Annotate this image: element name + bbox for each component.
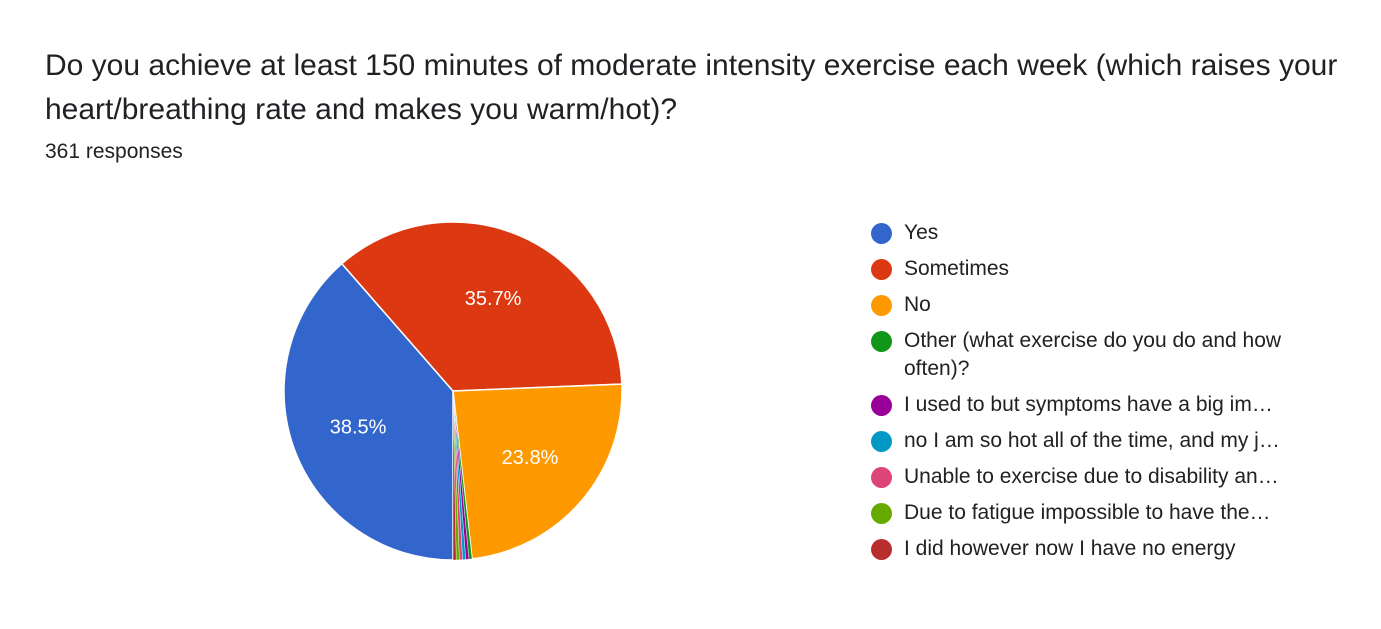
pie-slice-8[interactable] bbox=[452, 390, 457, 561]
legend-item-7[interactable]: Due to fatigue impossible to have the… bbox=[871, 499, 1341, 527]
legend-swatch-7 bbox=[871, 503, 892, 524]
legend-label-4: I used to but symptoms have a big im… bbox=[904, 393, 1273, 416]
legend-label-8: I did however now I have no energy bbox=[904, 537, 1236, 560]
legend-swatch-8 bbox=[871, 539, 892, 560]
legend-label-1: Sometimes bbox=[904, 257, 1010, 280]
legend-item-2[interactable]: No bbox=[871, 291, 1341, 319]
slice-label-0: 38.5% bbox=[330, 417, 387, 439]
pie-slice-1[interactable] bbox=[340, 221, 623, 392]
legend-label-0: Yes bbox=[904, 221, 939, 244]
pie-slice-2[interactable] bbox=[452, 383, 623, 560]
legend-swatch-0 bbox=[871, 223, 892, 244]
legend-item-1[interactable]: Sometimes bbox=[871, 255, 1341, 283]
legend-swatch-1 bbox=[871, 259, 892, 280]
question-title: Do you achieve at least 150 minutes of m… bbox=[45, 49, 1338, 126]
legend-item-6[interactable]: Unable to exercise due to disability an… bbox=[871, 463, 1341, 491]
legend-label-5: no I am so hot all of the time, and my j… bbox=[904, 429, 1280, 452]
slice-label-1: 35.7% bbox=[465, 288, 522, 310]
response-count: 361 responses bbox=[45, 140, 183, 163]
legend-label-2: No bbox=[904, 293, 931, 316]
legend-swatch-4 bbox=[871, 395, 892, 416]
legend-label-3: Other (what exercise do you do and how o… bbox=[904, 329, 1282, 380]
legend-item-3[interactable]: Other (what exercise do you do and how o… bbox=[871, 327, 1341, 383]
pie-slice-0[interactable] bbox=[283, 262, 454, 561]
legend-item-5[interactable]: no I am so hot all of the time, and my j… bbox=[871, 427, 1341, 455]
chart-legend: Yes Sometimes No Other (what exercise do yo… bbox=[871, 219, 1341, 571]
legend-swatch-3 bbox=[871, 331, 892, 352]
legend-swatch-6 bbox=[871, 467, 892, 488]
legend-label-6: Unable to exercise due to disability an… bbox=[904, 465, 1279, 488]
slice-label-2: 23.8% bbox=[502, 447, 559, 469]
legend-item-4[interactable]: I used to but symptoms have a big im… bbox=[871, 391, 1341, 419]
legend-item-8[interactable]: I did however now I have no energy bbox=[871, 535, 1341, 563]
legend-label-7: Due to fatigue impossible to have the… bbox=[904, 501, 1271, 524]
legend-swatch-5 bbox=[871, 431, 892, 452]
legend-swatch-2 bbox=[871, 295, 892, 316]
legend-item-0[interactable]: Yes bbox=[871, 219, 1341, 247]
